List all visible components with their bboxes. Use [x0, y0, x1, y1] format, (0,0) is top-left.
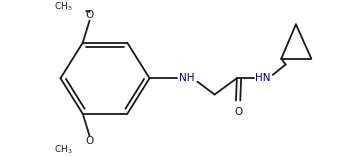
Text: O: O: [234, 107, 243, 117]
Text: O: O: [86, 10, 94, 20]
Text: CH$_3$: CH$_3$: [54, 144, 73, 156]
Text: CH$_3$: CH$_3$: [54, 0, 73, 13]
Text: O: O: [86, 136, 94, 146]
Text: HN: HN: [255, 73, 270, 83]
Text: NH: NH: [179, 73, 195, 83]
